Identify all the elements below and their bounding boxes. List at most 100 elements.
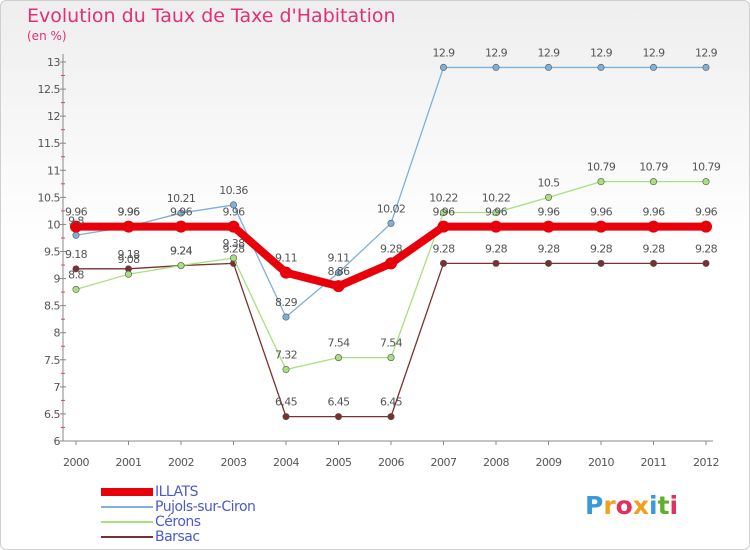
data-label: 9.96 [65,206,88,219]
data-point [492,259,500,267]
logo-letter: r [603,491,616,520]
series-c-rons [72,178,710,374]
y-tick-label: 6 [54,435,61,448]
data-point [334,354,342,362]
y-tick-label: 11.5 [38,137,61,150]
data-point [492,63,500,71]
logo-letter: i [649,491,658,520]
data-point [280,266,292,279]
x-tick-label: 2005 [326,456,352,469]
y-tick-label: 8 [54,327,61,340]
y-tick-label: 9 [54,273,61,286]
data-point [492,209,500,217]
data-point [72,265,80,273]
data-label: 12.9 [642,46,665,59]
data-point [387,219,395,227]
data-label: 10.36 [219,184,248,197]
data-point [595,220,607,233]
data-label: 10.5 [537,176,560,189]
data-point [542,220,555,233]
x-tick-label: 2009 [536,456,562,469]
data-point [72,231,80,239]
logo-letter: P [585,491,604,520]
data-point [175,220,187,233]
data-label: 10.79 [639,161,668,174]
data-label: 9.38 [222,237,245,250]
data-label: 9.28 [380,242,403,255]
data-point [597,63,605,71]
data-point [437,220,450,233]
data-label: 9.18 [65,248,88,261]
legend-label: Pujols-sur-Ciron [155,499,256,515]
data-point [597,259,605,267]
x-tick-label: 2004 [273,456,299,469]
y-tick-label: 12 [47,110,60,123]
x-tick-label: 2006 [378,456,404,469]
data-point [700,220,712,233]
data-label: 9.96 [590,206,613,219]
x-tick-label: 2008 [483,456,509,469]
data-label: 6.45 [380,396,403,409]
data-point [282,313,290,321]
data-label: 10.79 [692,161,721,174]
data-label: 9.28 [222,242,245,255]
chart-title: Evolution du Taux de Taxe d'Habitation [27,5,396,27]
data-label: 9.96 [222,206,245,219]
legend-swatch [101,536,153,538]
data-label: 9.96 [642,206,665,219]
data-label: 9.08 [117,253,140,266]
data-point [177,209,185,217]
data-label: 9.96 [432,206,455,219]
y-tick-label: 11 [47,164,60,177]
data-point [387,354,395,362]
data-point [332,280,345,293]
legend-swatch [101,488,153,496]
data-point [544,193,552,201]
data-label: 10.22 [482,192,511,205]
data-point [282,366,290,374]
data-label: 9.18 [117,248,140,261]
data-point [334,269,342,277]
data-point [70,220,82,233]
data-point [597,178,605,186]
data-point [490,220,502,233]
data-point [649,178,657,186]
data-label: 12.9 [485,46,508,59]
chart-subtitle: (en %) [27,29,67,43]
y-tick-label: 13 [47,56,60,69]
x-tick-label: 2002 [168,456,194,469]
data-label: 8.29 [275,296,298,309]
y-tick-label: 9.5 [44,246,60,259]
data-label: 12.9 [590,46,613,59]
data-point [439,63,447,71]
data-label: 9.96 [485,206,508,219]
data-point [702,178,710,186]
y-tick-label: 10 [47,218,60,231]
legend-swatch [101,506,153,508]
data-point [649,259,657,267]
logo-letter: t [657,491,670,520]
proxiti-logo: Proxiti [585,491,678,520]
y-tick-label: 6.5 [44,408,60,421]
data-label: 8.8 [68,268,84,281]
data-label: 7.32 [275,349,297,362]
data-label: 9.28 [695,242,718,255]
y-tick-label: 8.5 [44,300,60,313]
x-tick-label: 2000 [63,456,89,469]
data-point [230,201,238,209]
data-label: 7.54 [327,337,350,350]
data-label: 9.96 [117,206,140,219]
data-label: 9.24 [170,245,193,258]
x-tick-label: 2001 [116,456,142,469]
data-label: 9.28 [485,242,508,255]
data-label: 6.45 [275,396,298,409]
data-label: 6.45 [327,396,350,409]
data-point [177,262,185,270]
legend-swatch [101,521,153,523]
data-label: 7.54 [380,337,403,350]
data-label: 9.8 [68,214,84,227]
y-tick-label: 12.5 [38,83,61,96]
logo-letter: x [632,491,649,520]
